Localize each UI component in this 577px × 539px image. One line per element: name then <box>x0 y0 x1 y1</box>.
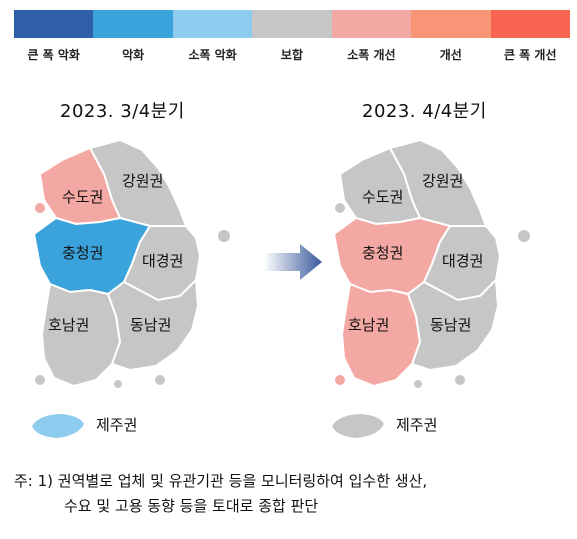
legend-swatch-big-better <box>490 10 570 38</box>
label-dongnam: 동남권 <box>130 316 171 334</box>
footnote-line-1: 주: 1) 권역별로 업체 및 유관기관 등을 모니터링하여 입수한 생산, <box>14 472 428 490</box>
map-right: 수도권 강원권 충청권 대경권 호남권 동남권 제주권 <box>332 138 530 438</box>
legend-label-flat: 보합 <box>280 48 304 62</box>
label-gangwon: 강원권 <box>122 172 163 190</box>
legend-swatch-slight-worse <box>172 10 253 38</box>
legend-swatch-better <box>411 10 491 38</box>
map-left: 수도권 강원권 충청권 대경권 호남권 동남권 제주권 <box>32 138 230 438</box>
legend-swatch-slight-better <box>331 10 412 38</box>
legend-swatch-worse <box>93 10 173 38</box>
region-dongnam <box>406 277 500 372</box>
label-sudo: 수도권 <box>362 188 403 206</box>
island-incheon-west <box>35 203 45 213</box>
arrow-right-icon <box>264 244 322 280</box>
legend-label-better: 개선 <box>439 48 462 62</box>
label-daegyeong: 대경권 <box>142 252 183 270</box>
period-title-left: 2023. 3/4분기 <box>60 101 185 122</box>
label-jeju: 제주권 <box>396 416 437 434</box>
legend-label-slight-worse: 소폭 악화 <box>188 48 237 62</box>
label-dongnam: 동남권 <box>430 316 471 334</box>
label-sudo: 수도권 <box>62 188 103 206</box>
label-honam: 호남권 <box>348 316 389 334</box>
region-dongnam <box>106 277 200 372</box>
island-jindo <box>35 375 45 385</box>
legend-swatch-big-worse <box>14 10 94 38</box>
island-ulleung <box>518 230 530 242</box>
legend-label-slight-better: 소폭 개선 <box>347 48 396 62</box>
footnote-line-2: 수요 및 고용 동향 등을 토대로 종합 판단 <box>64 497 319 515</box>
label-jeju: 제주권 <box>96 416 137 434</box>
region-honam <box>340 282 422 388</box>
island-namhae <box>414 380 422 388</box>
region-honam <box>40 282 122 388</box>
legend-swatch-flat <box>252 10 332 38</box>
label-chungcheong: 충청권 <box>362 244 403 262</box>
region-jeju <box>32 414 84 438</box>
region-jeju <box>332 414 384 438</box>
island-geoje <box>455 375 465 385</box>
label-chungcheong: 충청권 <box>62 244 103 262</box>
legend-labels: 큰 폭 악화 악화 소폭 악화 보합 소폭 개선 개선 큰 폭 개선 <box>14 46 570 63</box>
island-jindo <box>335 375 345 385</box>
island-incheon-west <box>335 203 345 213</box>
label-daegyeong: 대경권 <box>442 252 483 270</box>
island-namhae <box>114 380 122 388</box>
legend-color-bar <box>14 10 570 38</box>
legend-label-big-better: 큰 폭 개선 <box>503 48 557 62</box>
label-honam: 호남권 <box>48 316 89 334</box>
period-title-right: 2023. 4/4분기 <box>362 101 487 122</box>
label-gangwon: 강원권 <box>422 172 463 190</box>
legend-label-big-worse: 큰 폭 악화 <box>27 48 80 62</box>
legend-label-worse: 악화 <box>122 48 145 62</box>
island-geoje <box>155 375 165 385</box>
island-ulleung <box>218 230 230 242</box>
